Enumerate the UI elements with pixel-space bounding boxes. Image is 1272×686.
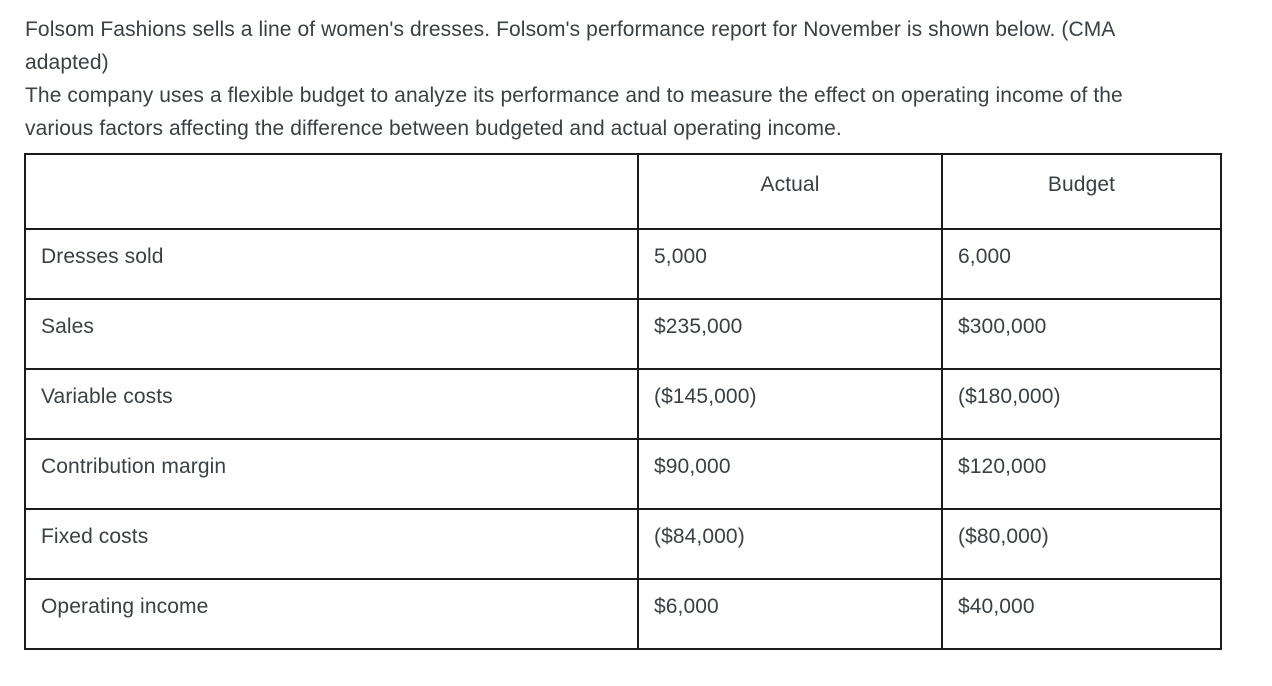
row-label: Sales [24,298,639,370]
performance-report-table: Actual Budget Dresses sold 5,000 6,000 S… [24,153,1222,650]
problem-page: Folsom Fashions sells a line of women's … [24,13,1247,650]
budget-cell: ($80,000) [941,508,1222,580]
table-row: Sales $235,000 $300,000 [24,298,1222,370]
header-cell-actual: Actual [637,153,943,230]
header-cell-budget: Budget [941,153,1222,230]
actual-cell: $6,000 [637,578,943,650]
table-row: Operating income $6,000 $40,000 [24,578,1222,650]
table-row: Contribution margin $90,000 $120,000 [24,438,1222,510]
table-row: Dresses sold 5,000 6,000 [24,228,1222,300]
budget-cell: ($180,000) [941,368,1222,440]
actual-cell: ($84,000) [637,508,943,580]
budget-cell: $300,000 [941,298,1222,370]
row-label: Fixed costs [24,508,639,580]
row-label: Contribution margin [24,438,639,510]
intro-paragraph-2: The company uses a flexible budget to an… [25,84,1123,140]
row-label: Variable costs [24,368,639,440]
problem-statement: Folsom Fashions sells a line of women's … [25,13,1247,145]
intro-paragraph-1: Folsom Fashions sells a line of women's … [25,18,1115,74]
header-cell-blank [24,153,639,230]
table-row: Variable costs ($145,000) ($180,000) [24,368,1222,440]
table-row: Fixed costs ($84,000) ($80,000) [24,508,1222,580]
budget-cell: 6,000 [941,228,1222,300]
budget-cell: $40,000 [941,578,1222,650]
table-header-row: Actual Budget [24,153,1222,230]
actual-cell: $235,000 [637,298,943,370]
row-label: Operating income [24,578,639,650]
actual-cell: $90,000 [637,438,943,510]
actual-cell: ($145,000) [637,368,943,440]
budget-cell: $120,000 [941,438,1222,510]
row-label: Dresses sold [24,228,639,300]
actual-cell: 5,000 [637,228,943,300]
